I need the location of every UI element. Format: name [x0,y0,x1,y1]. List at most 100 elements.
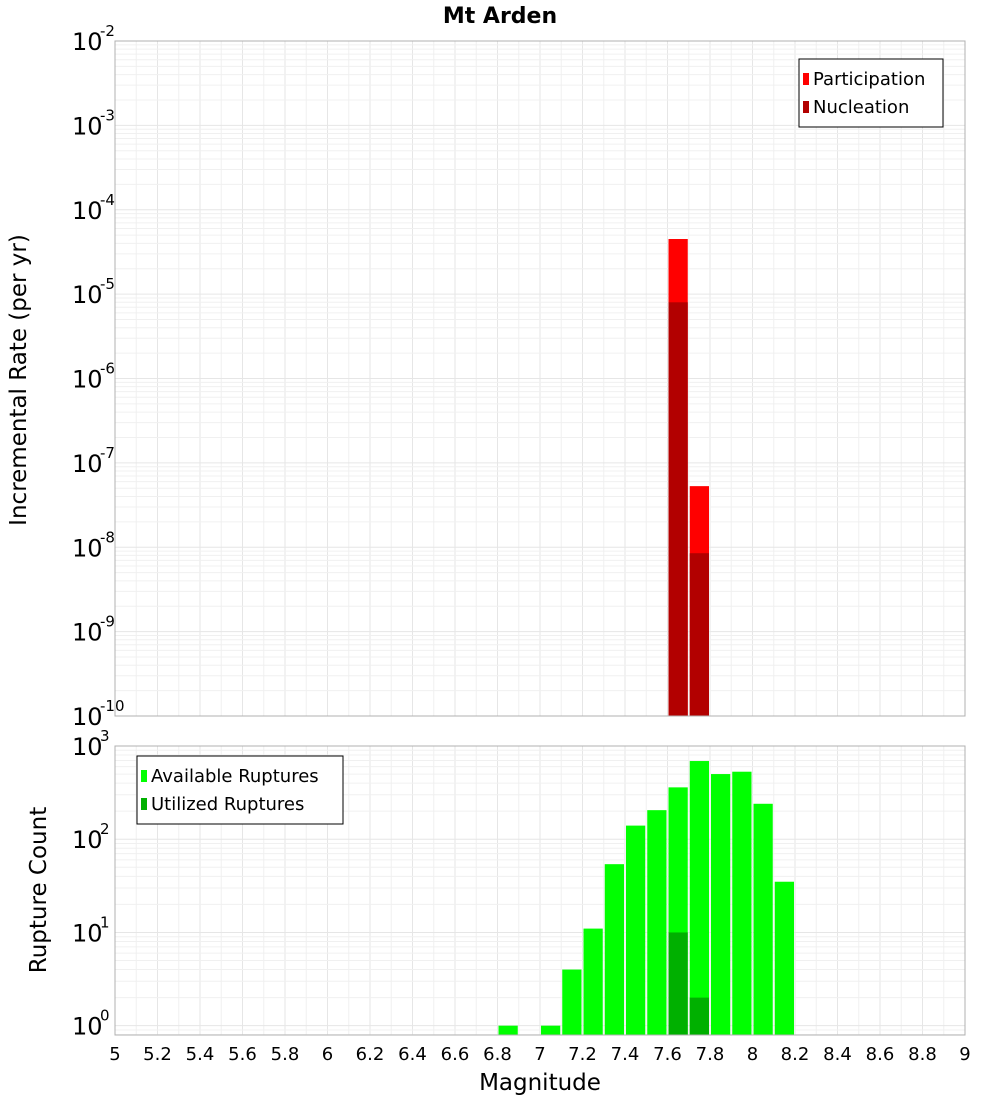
y-tick-label: 10-10 [72,697,125,731]
x-tick-label: 6.6 [441,1044,470,1065]
count-plot-frame [114,745,966,1036]
legend-box [798,58,944,128]
rate-grid [114,41,966,717]
y-tick-base: 10 [72,919,103,947]
y-tick-exponent: 3 [100,727,110,745]
legend-swatch [141,798,147,810]
y-tick-base: 10 [72,534,103,562]
x-tick-label: 7.8 [696,1044,725,1065]
bar-nucleation [689,553,709,716]
legend-swatch [803,101,809,113]
rate-legend: Participation Nucleation [798,58,944,128]
y-tick-label: 10-6 [72,360,115,394]
legend-swatch [803,73,809,85]
y-tick-exponent: 0 [100,1007,110,1025]
x-tick-label: 5.4 [186,1044,215,1065]
x-tick-label: 7.2 [568,1044,597,1065]
y-tick-label: 101 [72,913,110,947]
legend-entry: Available Ruptures [151,766,319,787]
y-tick-base: 10 [72,1013,103,1041]
y-tick-base: 10 [72,197,103,225]
y-tick-label: 102 [72,820,110,854]
y-tick-label: 10-5 [72,275,115,309]
bar-available-ruptures [647,810,667,1035]
legend-entry: Nucleation [813,97,909,118]
y-tick-base: 10 [72,826,103,854]
x-tick-label: 8 [747,1044,758,1065]
y-tick-exponent: -10 [100,697,125,715]
y-tick-exponent: -8 [100,528,115,546]
bar-available-ruptures [498,1025,518,1035]
y-tick-base: 10 [72,112,103,140]
x-tick-label: 8.2 [781,1044,810,1065]
legend-swatch [141,770,147,782]
y-tick-exponent: -9 [100,613,115,631]
y-tick-label: 103 [72,727,110,761]
x-tick-label: 5.8 [271,1044,300,1065]
x-tick-label: 7.4 [611,1044,640,1065]
bar-available-ruptures [583,928,603,1035]
y-tick-base: 10 [72,703,103,731]
x-tick-label: 6.2 [356,1044,385,1065]
y-tick-label: 10-4 [72,191,115,225]
x-tick-label: 6.4 [398,1044,427,1065]
bar-nucleation [668,302,688,716]
bar-available-ruptures [774,881,794,1035]
rate-plot-frame [114,40,966,717]
y-tick-base: 10 [72,28,103,56]
x-tick-label: 7.6 [653,1044,682,1065]
y-tick-label: 100 [72,1007,110,1041]
x-axis-label: Magnitude [479,1070,601,1096]
y-tick-label: 10-2 [72,22,115,56]
count-legend: Available Ruptures Utilized Ruptures [136,755,344,825]
rate-bars [668,239,709,716]
bar-available-ruptures [753,803,773,1035]
count-y-axis-label: Rupture Count [26,807,52,973]
bar-available-ruptures [541,1025,561,1035]
y-tick-exponent: -4 [100,191,115,209]
y-tick-label: 10-8 [72,528,115,562]
y-tick-base: 10 [72,733,103,761]
bar-available-ruptures [689,761,709,1035]
bar-available-ruptures [604,864,624,1035]
bar-available-ruptures [711,774,731,1035]
x-tick-label: 6 [322,1044,333,1065]
x-tick-label: 6.8 [483,1044,512,1065]
bar-available-ruptures [626,825,646,1035]
count-bars [498,761,794,1035]
legend-entry: Utilized Ruptures [151,794,304,815]
bar-available-ruptures [732,771,752,1035]
y-tick-base: 10 [72,281,103,309]
x-tick-label: 8.8 [908,1044,937,1065]
bar-utilized-ruptures [689,997,709,1035]
bar-available-ruptures [562,969,582,1035]
y-tick-label: 10-7 [72,444,115,478]
chart-title: Mt Arden [443,4,557,29]
y-tick-exponent: -3 [100,106,115,124]
x-tick-label: 8.4 [823,1044,852,1065]
magnitude-x-ticks: 5 5.2 5.4 5.6 5.8 6 6.2 6.4 6.6 6.8 7 7.2 7.4 7.6 7.8 8… [109,1044,970,1065]
y-tick-exponent: 1 [100,913,110,931]
y-tick-base: 10 [72,366,103,394]
bar-utilized-ruptures [668,932,688,1035]
legend-box [136,755,344,825]
x-tick-label: 7 [534,1044,545,1065]
y-tick-base: 10 [72,450,103,478]
y-tick-exponent: -5 [100,275,115,293]
x-tick-label: 5.2 [143,1044,172,1065]
x-tick-label: 5.6 [228,1044,257,1065]
y-tick-label: 10-3 [72,106,115,140]
y-tick-exponent: -2 [100,22,115,40]
x-tick-label: 9 [959,1044,970,1065]
y-tick-base: 10 [72,619,103,647]
legend-entry: Participation [813,69,925,90]
y-tick-exponent: 2 [100,820,110,838]
x-tick-label: 5 [109,1044,120,1065]
rate-y-axis-label: Incremental Rate (per yr) [6,234,32,526]
y-tick-exponent: -6 [100,360,115,378]
